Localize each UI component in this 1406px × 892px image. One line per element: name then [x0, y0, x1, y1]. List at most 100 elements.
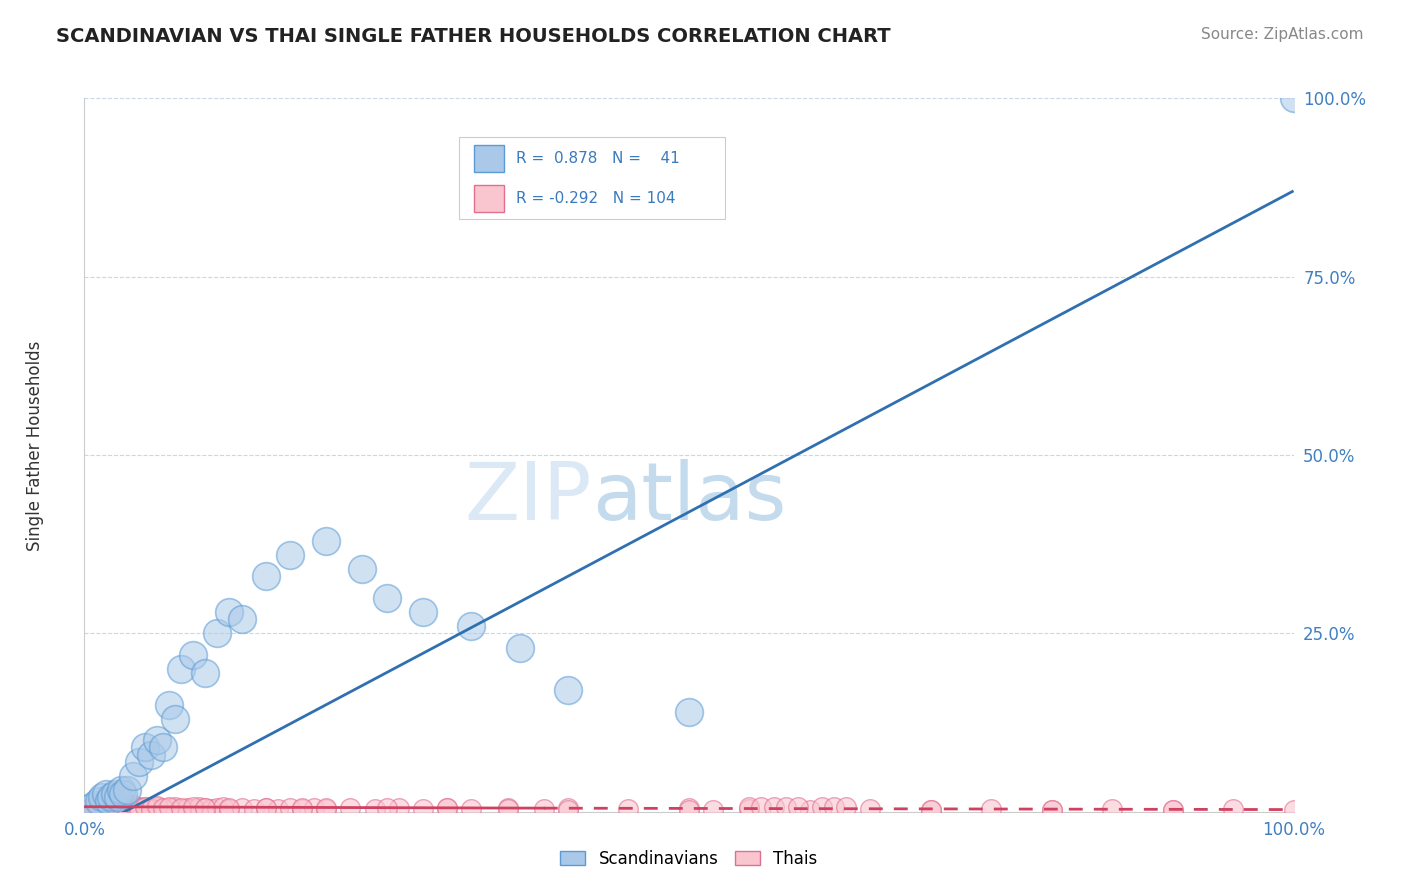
Text: atlas: atlas	[592, 458, 786, 537]
Point	[181, 648, 204, 662]
Point	[375, 591, 398, 605]
Text: SCANDINAVIAN VS THAI SINGLE FATHER HOUSEHOLDS CORRELATION CHART: SCANDINAVIAN VS THAI SINGLE FATHER HOUSE…	[56, 27, 891, 45]
Point	[181, 800, 204, 814]
Point	[94, 801, 117, 815]
Point	[278, 801, 301, 815]
Point	[200, 802, 222, 816]
Point	[134, 740, 156, 755]
Point	[980, 802, 1002, 816]
Point	[115, 783, 138, 797]
Point	[835, 799, 858, 814]
Text: ZIP: ZIP	[465, 458, 592, 537]
Point	[104, 800, 127, 814]
Point	[163, 800, 186, 814]
Text: R =  0.878   N =    41: R = 0.878 N = 41	[516, 151, 679, 166]
Point	[738, 799, 761, 814]
Point	[460, 619, 482, 633]
Point	[170, 662, 193, 676]
Point	[811, 799, 834, 814]
Point	[104, 798, 127, 813]
Point	[254, 569, 277, 583]
Point	[315, 533, 337, 548]
Point	[920, 803, 942, 817]
Point	[231, 612, 253, 626]
Point	[436, 801, 458, 815]
Point	[496, 802, 519, 816]
Point	[112, 799, 135, 814]
Point	[533, 802, 555, 816]
Point	[254, 801, 277, 815]
Point	[139, 747, 162, 762]
Point	[496, 801, 519, 815]
Point	[86, 798, 108, 813]
Point	[110, 799, 132, 814]
Point	[139, 801, 162, 815]
Point	[131, 801, 153, 815]
Point	[339, 801, 361, 815]
Point	[134, 799, 156, 814]
Point	[112, 787, 135, 801]
Point	[738, 802, 761, 816]
Point	[91, 798, 114, 813]
Point	[291, 802, 314, 816]
Point	[120, 799, 142, 814]
Point	[107, 802, 129, 816]
Point	[146, 800, 169, 814]
Point	[188, 800, 211, 814]
Point	[557, 801, 579, 815]
Point	[267, 802, 290, 816]
Point	[128, 801, 150, 815]
Point	[87, 801, 110, 815]
Point	[115, 802, 138, 816]
Point	[100, 790, 122, 805]
Point	[83, 802, 105, 816]
Point	[128, 755, 150, 769]
Point	[302, 801, 325, 815]
Point	[207, 626, 229, 640]
Point	[124, 802, 146, 816]
Point	[181, 802, 204, 816]
Point	[207, 801, 229, 815]
Point	[1040, 803, 1063, 817]
Point	[97, 794, 120, 808]
Point	[278, 548, 301, 562]
Point	[146, 799, 169, 814]
Point	[152, 802, 174, 816]
Point	[352, 562, 374, 576]
Point	[1161, 803, 1184, 817]
Text: Single Father Households: Single Father Households	[27, 341, 44, 551]
Point	[291, 801, 314, 815]
Bar	[474, 186, 503, 212]
Point	[315, 802, 337, 816]
Point	[509, 640, 531, 655]
Point	[315, 801, 337, 815]
Point	[157, 698, 180, 712]
Point	[76, 803, 98, 817]
Point	[121, 769, 143, 783]
Point	[218, 802, 240, 816]
Point	[104, 800, 127, 814]
FancyBboxPatch shape	[460, 137, 725, 219]
Point	[115, 802, 138, 816]
Point	[134, 799, 156, 814]
Point	[97, 798, 120, 813]
Point	[100, 801, 122, 815]
Point	[110, 798, 132, 813]
Point	[121, 801, 143, 815]
Point	[231, 801, 253, 815]
Legend: Scandinavians, Thais: Scandinavians, Thais	[554, 844, 824, 875]
Point	[617, 802, 640, 816]
Point	[157, 799, 180, 814]
Point	[1282, 91, 1305, 105]
Point	[139, 802, 162, 816]
Point	[157, 801, 180, 815]
Point	[94, 787, 117, 801]
Point	[110, 800, 132, 814]
Point	[152, 740, 174, 755]
Point	[104, 787, 127, 801]
Point	[702, 803, 724, 817]
Point	[1222, 802, 1244, 816]
Point	[194, 801, 217, 815]
Point	[762, 799, 785, 814]
Point	[194, 801, 217, 815]
